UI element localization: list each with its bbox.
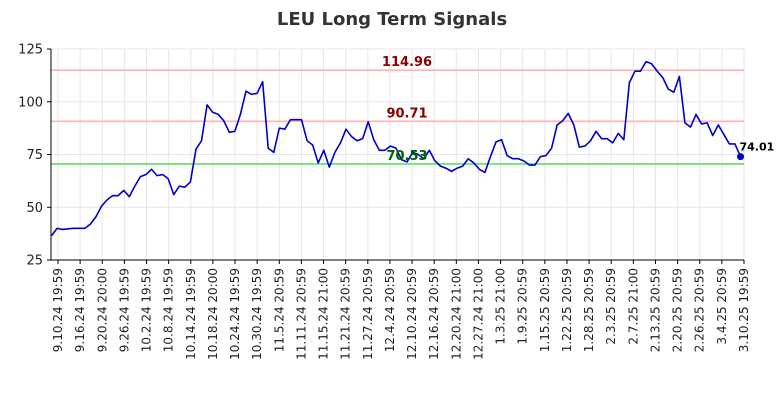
x-tick-label: 3.10.25 19:59 (737, 268, 751, 352)
y-tick-label: 25 (26, 254, 43, 269)
x-tick-label: 1.22.25 20:59 (560, 268, 574, 352)
x-tick-label: 1.9.25 20:59 (516, 268, 530, 345)
x-tick-label: 9.20.24 20:00 (95, 268, 109, 352)
x-tick-label: 11.11.24 20:59 (294, 268, 308, 360)
x-tick-label: 11.27.24 20:59 (361, 268, 375, 360)
y-tick-label: 50 (26, 201, 43, 216)
level-labels: 74.01 114.96 90.71 70.53 (382, 55, 774, 164)
x-tick-label: 9.16.24 19:59 (73, 268, 87, 352)
x-tick-label: 12.27.24 21:00 (471, 268, 485, 360)
x-tick-label: 12.4.24 20:59 (383, 268, 397, 352)
signal-levels (51, 69, 744, 165)
x-tick-label: 2.3.25 20:59 (604, 268, 618, 345)
x-tick-label: 10.24.24 19:59 (228, 268, 242, 360)
x-tick-label: 10.8.24 19:59 (162, 268, 176, 352)
x-tick-label: 11.5.24 20:59 (272, 268, 286, 352)
x-tick-label: 2.20.25 20:59 (671, 268, 685, 352)
x-tick-label: 10.30.24 19:59 (250, 268, 264, 360)
x-tick-label: 1.28.25 20:59 (582, 268, 596, 352)
x-tick-label: 2.7.25 21:00 (626, 268, 640, 345)
x-tick-label: 10.18.24 20:00 (206, 268, 220, 360)
x-tick-label: 1.3.25 21:00 (494, 268, 508, 345)
x-tick-label: 12.10.24 20:59 (405, 268, 419, 360)
series-line (50, 60, 742, 237)
x-tick-label: 9.10.24 19:59 (51, 268, 65, 352)
x-tick-label: 11.21.24 20:59 (339, 268, 353, 360)
x-tick-label: 2.26.25 20:59 (693, 268, 707, 352)
x-tick-label: 2.13.25 20:59 (648, 268, 662, 352)
price-series (50, 60, 744, 237)
x-tick-label: 3.4.25 20:59 (715, 268, 729, 345)
x-tick-label: 12.16.24 20:59 (427, 268, 441, 360)
x-axis-ticks: 9.10.24 19:59 9.16.24 19:59 9.20.24 20:00 9… (51, 260, 751, 360)
y-tick-label: 100 (18, 95, 43, 110)
x-tick-label: 11.15.24 21:00 (317, 268, 331, 360)
y-tick-label: 75 (26, 148, 43, 163)
x-tick-label: 9.26.24 19:59 (117, 268, 131, 352)
y-axis-ticks: 25 50 75 100 125 (18, 43, 51, 269)
last-value-label: 74.01 (740, 141, 775, 154)
level-label-upper: 114.96 (382, 55, 432, 70)
chart-title: LEU Long Term Signals (277, 9, 507, 30)
x-tick-label: 12.20.24 21:00 (449, 268, 463, 360)
x-tick-label: 10.14.24 19:59 (184, 268, 198, 360)
grid (51, 48, 745, 261)
level-label-lower: 70.53 (386, 149, 427, 164)
x-tick-label: 10.2.24 19:59 (140, 268, 154, 352)
y-tick-label: 125 (18, 43, 43, 58)
level-label-middle: 90.71 (386, 106, 427, 121)
x-tick-label: 1.15.25 20:59 (538, 268, 552, 352)
last-point-marker (737, 153, 744, 161)
